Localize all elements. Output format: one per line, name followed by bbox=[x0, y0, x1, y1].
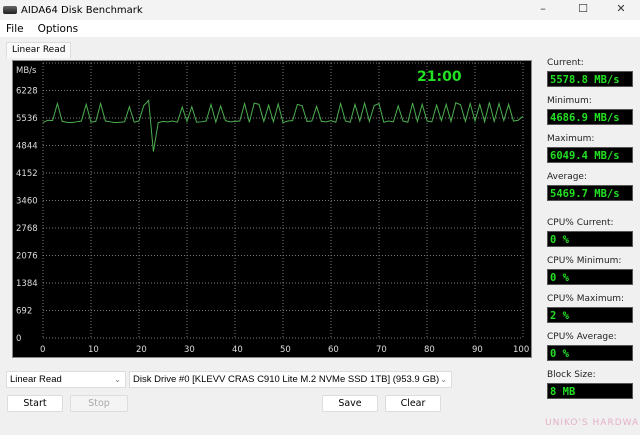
stats-panel: Current: 5578.8 MB/s Minimum: 4686.9 MB/s Ma… bbox=[547, 58, 633, 408]
benchmark-chart: 0 692 1384 2076 2768 3460 4152 4844 5536 6228 0 10 2… bbox=[12, 60, 540, 358]
stat-label: Current: bbox=[547, 58, 584, 68]
y-axis-label: MB/s bbox=[16, 66, 37, 76]
stat-label: Maximum: bbox=[547, 134, 595, 144]
x-tick-label: 50 bbox=[280, 345, 291, 355]
stat-1: Minimum: 4686.9 MB/s bbox=[547, 96, 633, 134]
stat-label: Minimum: bbox=[547, 96, 592, 106]
y-tick-label: 3460 bbox=[16, 197, 38, 207]
clear-button[interactable]: Clear bbox=[385, 395, 441, 412]
maximize-button[interactable]: ☐ bbox=[578, 2, 588, 15]
x-tick-label: 40 bbox=[232, 345, 243, 355]
x-tick-label: 30 bbox=[184, 345, 195, 355]
test-select-value: Linear Read bbox=[10, 374, 62, 385]
title-bar: AIDA64 Disk Benchmark – ☐ ✕ bbox=[0, 0, 640, 20]
stat-value: 0 % bbox=[547, 231, 633, 247]
tab-linear-read[interactable]: Linear Read bbox=[6, 42, 72, 58]
stat-7: CPU% Average: 0 % bbox=[547, 332, 633, 370]
app-icon bbox=[3, 6, 17, 14]
x-tick-label: 80 bbox=[424, 345, 435, 355]
y-tick-label: 0 bbox=[16, 334, 21, 344]
stat-6: CPU% Maximum: 2 % bbox=[547, 294, 633, 332]
drive-select[interactable]: Disk Drive #0 [KLEVV CRAS C910 Lite M.2 … bbox=[129, 371, 452, 388]
window-title: AIDA64 Disk Benchmark bbox=[21, 4, 143, 16]
stat-3: Average: 5469.7 MB/s bbox=[547, 172, 633, 210]
x-tick-label: 60 bbox=[328, 345, 339, 355]
y-tick-label: 1384 bbox=[16, 279, 38, 289]
stat-label: Block Size: bbox=[547, 370, 596, 380]
stat-value: 5578.8 MB/s bbox=[547, 71, 633, 87]
x-tick-label: 70 bbox=[376, 345, 387, 355]
stat-4: CPU% Current: 0 % bbox=[547, 218, 633, 256]
stop-button[interactable]: Stop bbox=[70, 395, 128, 412]
x-tick-label: 20 bbox=[136, 345, 147, 355]
y-tick-label: 4844 bbox=[16, 142, 38, 152]
y-tick-label: 4152 bbox=[16, 169, 38, 179]
test-select[interactable]: Linear Read ⌄ bbox=[6, 371, 126, 388]
menu-file[interactable]: File bbox=[6, 22, 24, 35]
x-tick-label: 10 bbox=[88, 345, 99, 355]
stat-label: CPU% Maximum: bbox=[547, 294, 625, 304]
y-tick-label: 2768 bbox=[16, 224, 38, 234]
series-line bbox=[42, 99, 524, 152]
stat-label: CPU% Average: bbox=[547, 332, 617, 342]
menu-bar: File Options bbox=[0, 20, 640, 37]
stat-value: 6049.4 MB/s bbox=[547, 147, 633, 163]
save-button[interactable]: Save bbox=[322, 395, 378, 412]
chevron-down-icon: ⌄ bbox=[440, 375, 447, 384]
x-tick-label: 0 bbox=[40, 345, 45, 355]
x-tick-label: 100 % bbox=[513, 345, 531, 355]
y-tick-label: 5536 bbox=[16, 114, 38, 124]
stat-value: 4686.9 MB/s bbox=[547, 109, 633, 125]
start-button[interactable]: Start bbox=[7, 395, 63, 412]
stat-label: CPU% Current: bbox=[547, 218, 614, 228]
y-tick-label: 6228 bbox=[16, 87, 38, 97]
menu-options[interactable]: Options bbox=[37, 22, 79, 35]
stat-value: 0 % bbox=[547, 345, 633, 361]
minimize-button[interactable]: – bbox=[540, 2, 546, 15]
drive-select-value: Disk Drive #0 [KLEVV CRAS C910 Lite M.2 … bbox=[133, 374, 440, 385]
x-tick-label: 90 bbox=[472, 345, 483, 355]
stat-8: Block Size: 8 MB bbox=[547, 370, 633, 408]
watermark: UNIKO'S HARDWARE bbox=[545, 418, 640, 428]
stat-0: Current: 5578.8 MB/s bbox=[547, 58, 633, 96]
y-tick-label: 692 bbox=[16, 307, 32, 317]
stat-value: 0 % bbox=[547, 269, 633, 285]
stat-value: 8 MB bbox=[547, 383, 633, 399]
close-button[interactable]: ✕ bbox=[616, 2, 626, 15]
chevron-down-icon: ⌄ bbox=[114, 375, 121, 384]
stat-2: Maximum: 6049.4 MB/s bbox=[547, 134, 633, 172]
stat-value: 2 % bbox=[547, 307, 633, 323]
stat-value: 5469.7 MB/s bbox=[547, 185, 633, 201]
chart-svg: 0 692 1384 2076 2768 3460 4152 4844 5536 6228 0 10 2… bbox=[16, 62, 540, 355]
y-tick-label: 2076 bbox=[16, 252, 38, 262]
stat-label: CPU% Minimum: bbox=[547, 256, 622, 266]
timer-label: 21:00 bbox=[417, 69, 462, 85]
stat-label: Average: bbox=[547, 172, 587, 182]
stat-5: CPU% Minimum: 0 % bbox=[547, 256, 633, 294]
